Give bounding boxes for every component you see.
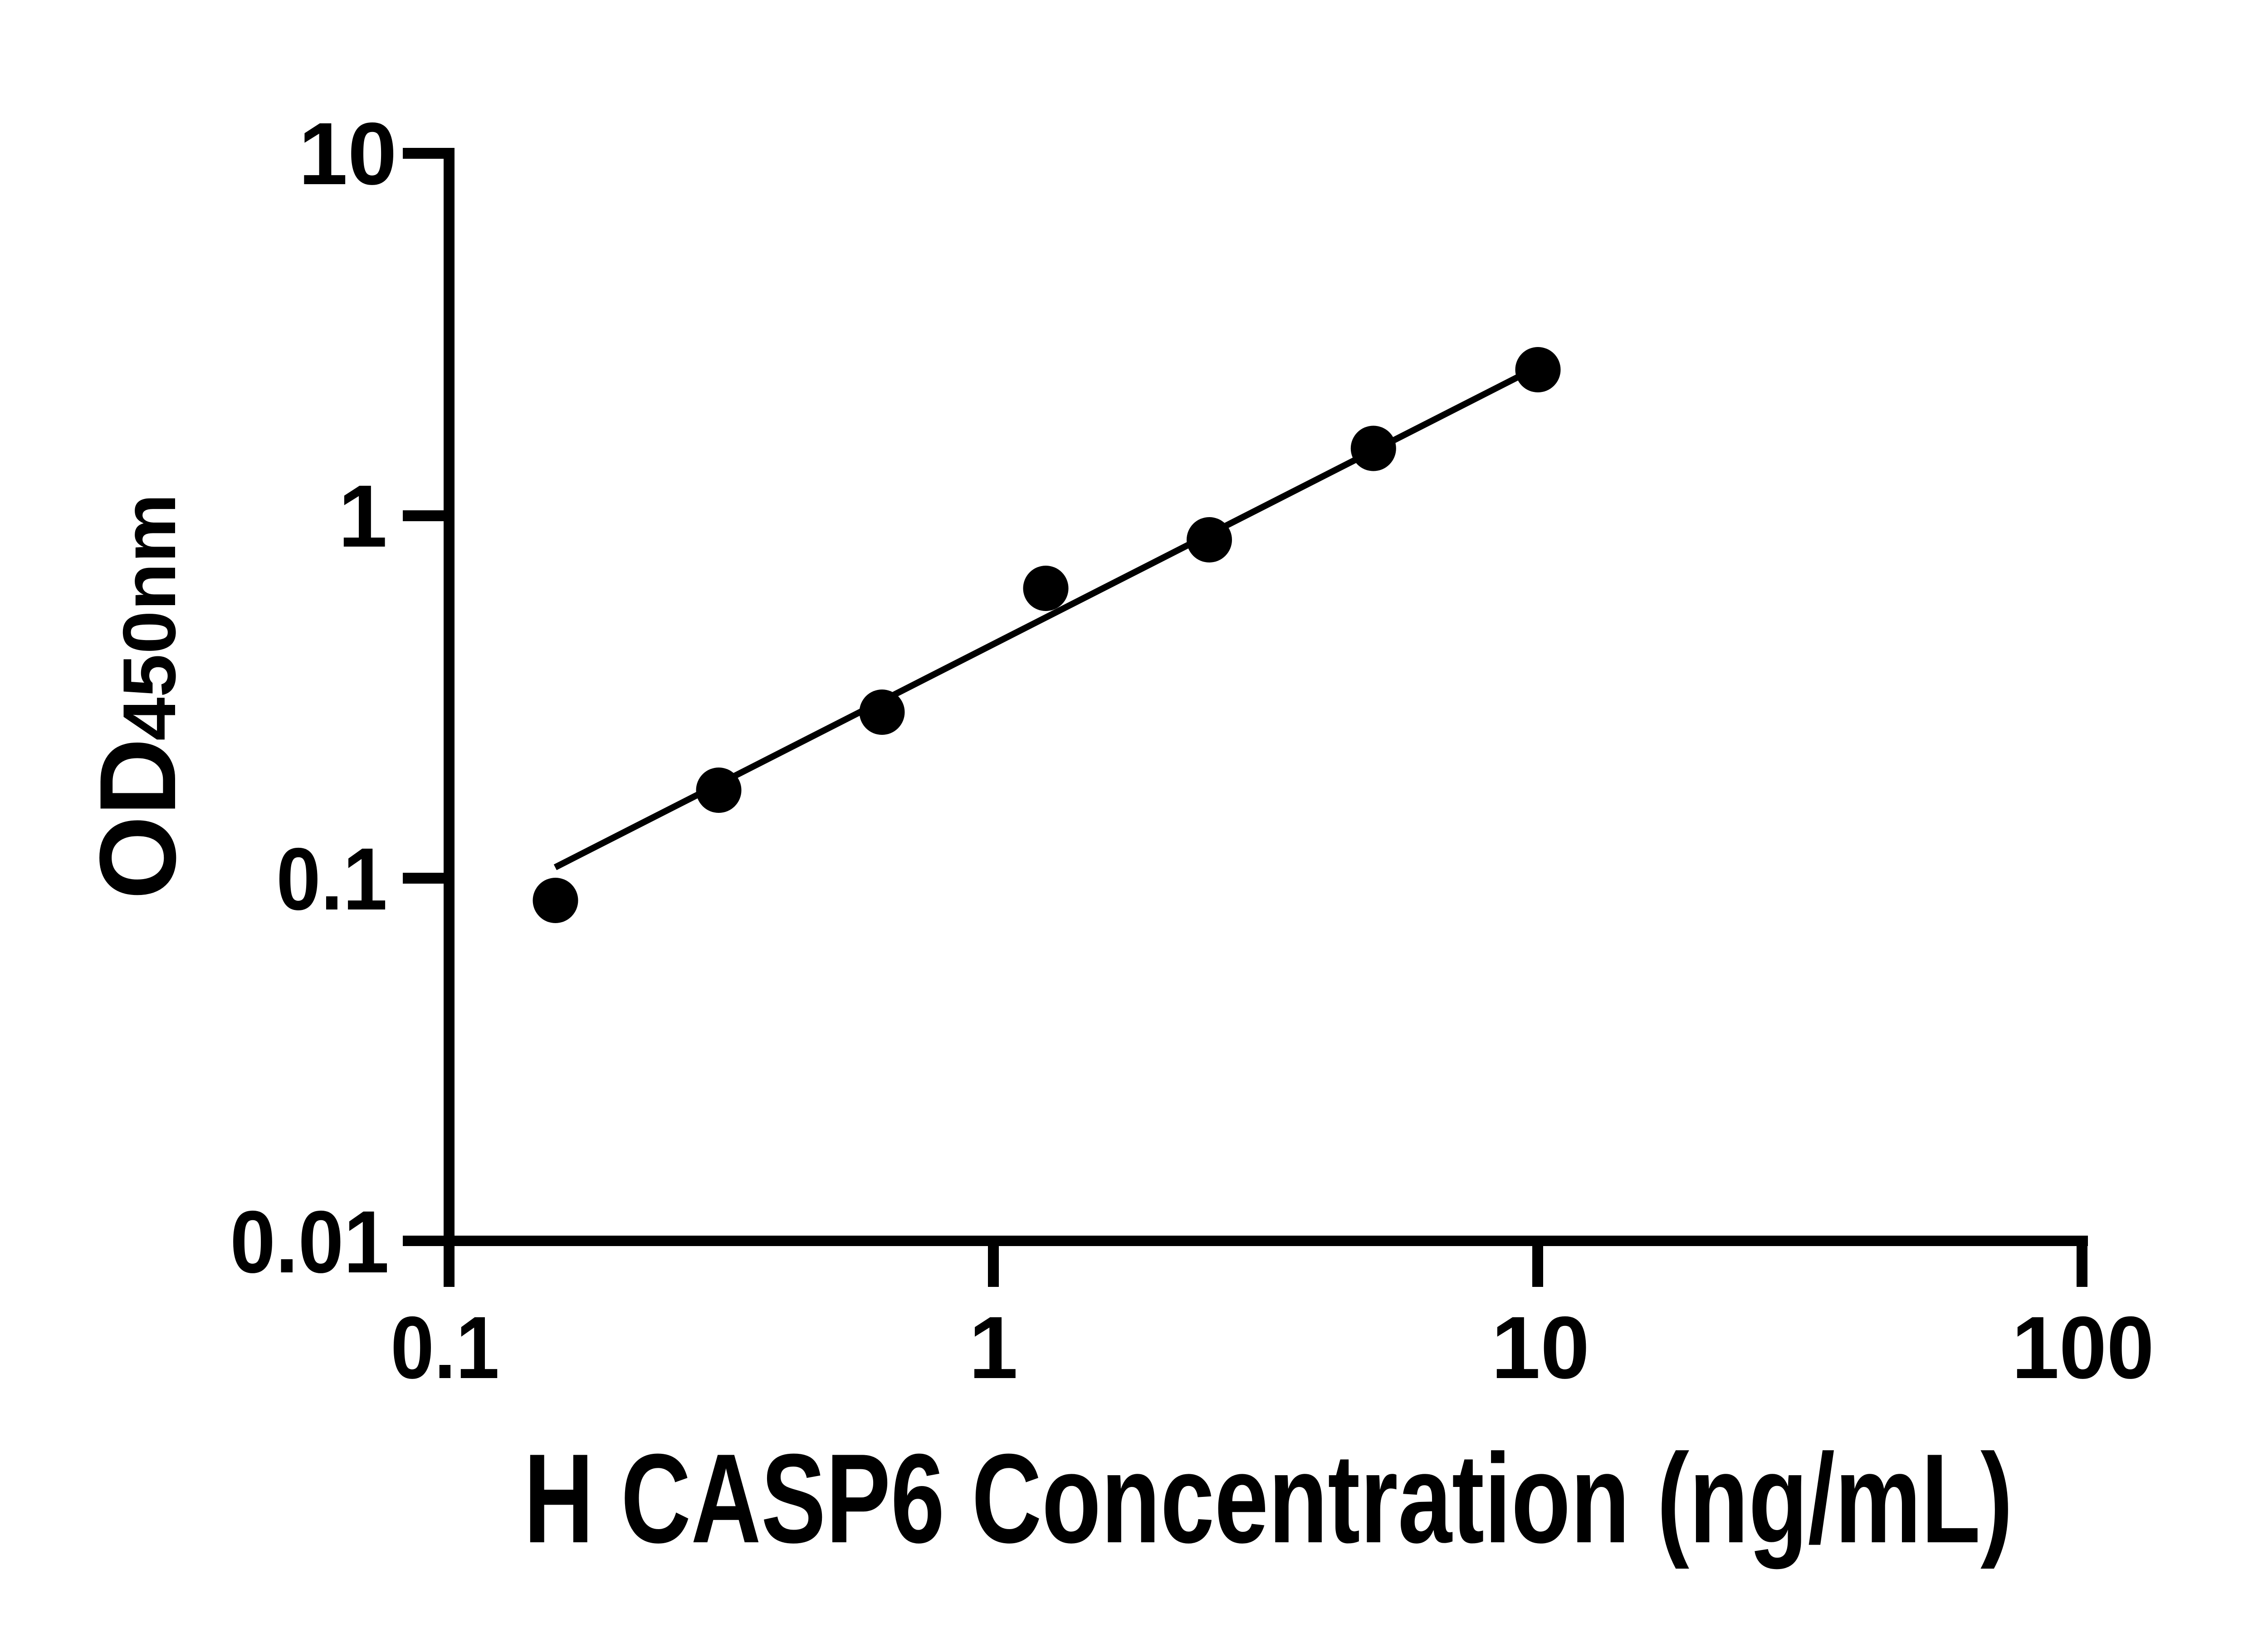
svg-text:10: 10 bbox=[298, 104, 397, 203]
svg-text:10: 10 bbox=[1491, 1298, 1590, 1397]
svg-text:0.01: 0.01 bbox=[230, 1193, 389, 1291]
svg-text:OD: OD bbox=[77, 738, 198, 900]
svg-text:H CASP6 Concentration (ng/mL): H CASP6 Concentration (ng/mL) bbox=[524, 1428, 2013, 1570]
svg-text:1: 1 bbox=[969, 1298, 1018, 1397]
svg-text:1: 1 bbox=[338, 467, 387, 566]
svg-text:0.1: 0.1 bbox=[276, 830, 387, 929]
svg-text:0.1: 0.1 bbox=[391, 1298, 499, 1397]
svg-text:450nm: 450nm bbox=[108, 494, 191, 741]
svg-text:100: 100 bbox=[2012, 1298, 2154, 1397]
